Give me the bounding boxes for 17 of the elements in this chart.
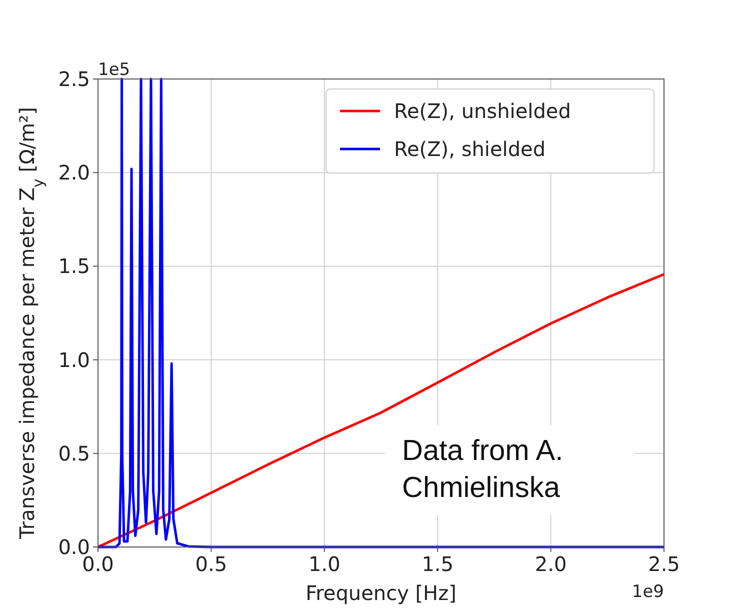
y-tick-label: 2.0	[58, 160, 90, 185]
y-tick-label: 0.5	[58, 441, 90, 466]
x-tick-label: 0.5	[195, 552, 228, 576]
x-tick-label: 1.5	[422, 552, 454, 576]
y-tick-label: 2.5	[58, 67, 90, 91]
y-tick-label: 1.5	[58, 254, 90, 278]
line-series	[98, 273, 664, 548]
y-tick-label: 1.0	[58, 348, 90, 372]
text: 1e9	[632, 582, 664, 602]
x-tick-label: 2.0	[534, 552, 567, 576]
annotation: 1e5	[98, 60, 130, 80]
legend-label: Re(Z), shielded	[394, 137, 546, 161]
x-tick-label: 1.0	[308, 552, 340, 576]
legend-label: Re(Z), unshielded	[394, 99, 571, 123]
x-axis-title: Frequency [Hz]	[306, 581, 456, 605]
x-tick-label: 2.5	[648, 552, 680, 576]
annotation: Data from A. Chmielinska	[402, 435, 564, 504]
